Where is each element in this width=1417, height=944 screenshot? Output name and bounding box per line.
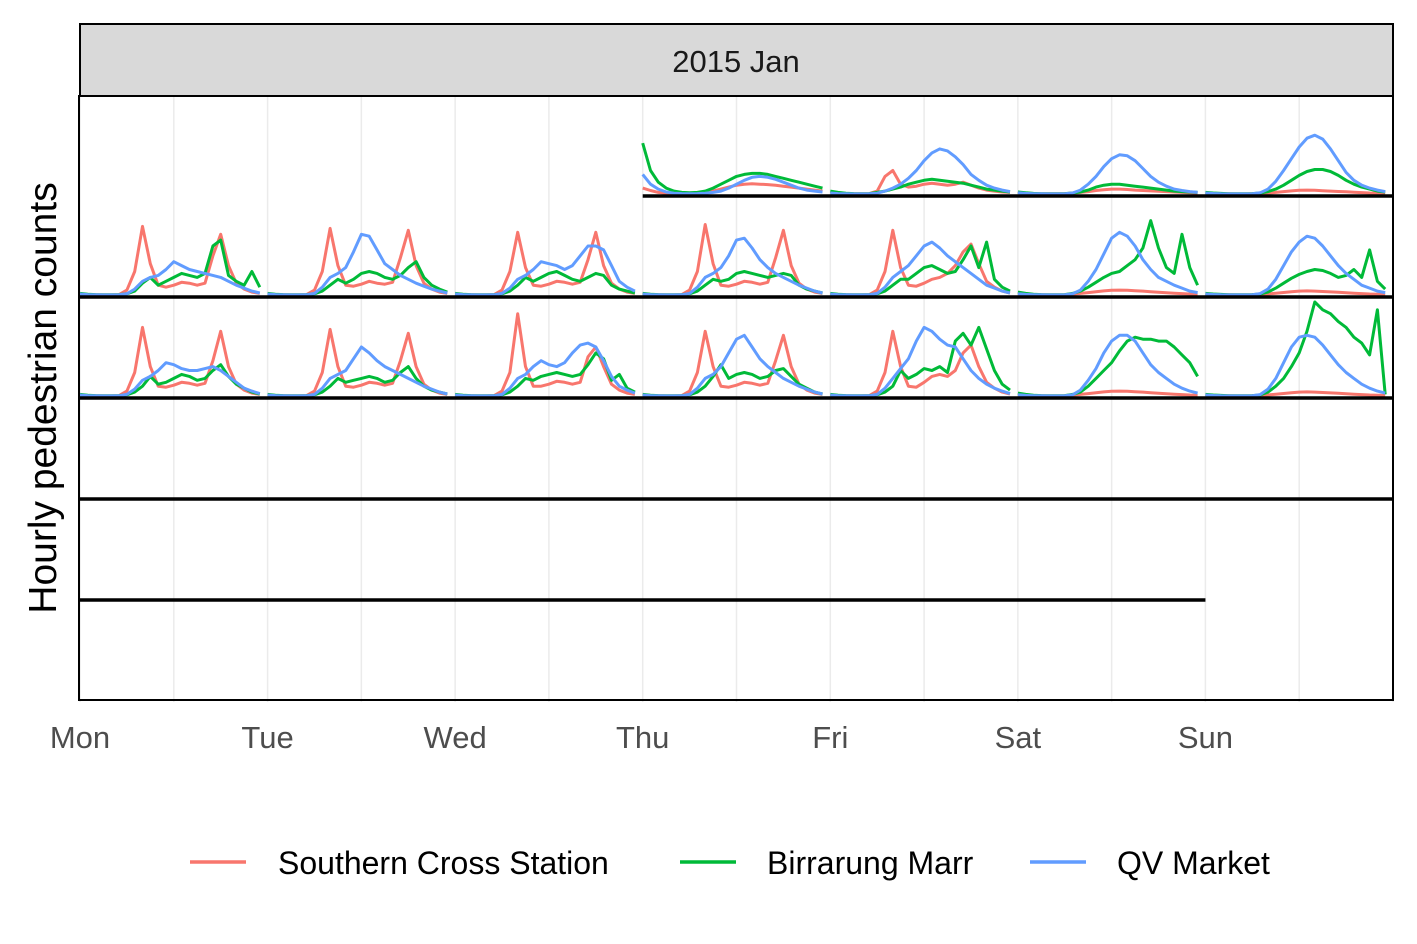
legend-label-1: Birrarung Marr: [767, 845, 974, 881]
series-line-qv-2015-01-17: [1017, 333, 1198, 398]
x-tick-label-sat: Sat: [995, 720, 1042, 755]
x-tick-label-sun: Sun: [1178, 720, 1233, 755]
y-axis-label: Hourly pedestrian counts: [22, 182, 65, 613]
x-tick-label-fri: Fri: [812, 720, 848, 755]
facet-label: 2015 Jan: [672, 44, 800, 79]
series-line-qv-2015-01-05: [79, 260, 261, 297]
series-lines: [79, 133, 1387, 398]
series-line-qv-2015-01-11: [1205, 234, 1386, 297]
series-line-qv-2015-01-12: [79, 361, 261, 398]
panel-border: [78, 95, 1394, 701]
series-line-qv-2015-01-15: [642, 333, 823, 398]
facet-strip: [79, 23, 1394, 97]
series-line-qv-2015-01-06: [267, 232, 448, 297]
x-tick-labels: Mon Tue Wed Thu Fri Sat Sun: [50, 720, 1233, 755]
series-line-qv-2015-01-01: [641, 173, 823, 196]
series-line-qv-2015-01-09: [830, 240, 1011, 297]
legend-label-2: QV Market: [1117, 845, 1270, 881]
series-line-qv-2015-01-07: [454, 244, 636, 297]
series-line-qv-2015-01-03: [1017, 153, 1198, 196]
series-line-qv-2015-01-08: [642, 236, 823, 297]
series-line-qv-2015-01-02: [830, 147, 1011, 196]
series-line-qv-2015-01-16: [830, 325, 1011, 398]
series-line-qv-2015-01-14: [454, 341, 636, 398]
legend: Southern Cross Station Birrarung Marr QV M…: [190, 845, 1270, 881]
x-tick-label-thu: Thu: [616, 720, 669, 755]
series-line-qv-2015-01-10: [1017, 230, 1198, 297]
x-tick-label-tue: Tue: [241, 720, 293, 755]
x-tick-label-mon: Mon: [50, 720, 110, 755]
series-line-qv-2015-01-13: [267, 345, 448, 398]
series-line-bm-2015-01-01: [641, 142, 823, 195]
x-tick-label-wed: Wed: [424, 720, 487, 755]
legend-label-0: Southern Cross Station: [278, 845, 609, 881]
series-line-qv-2015-01-04: [1205, 133, 1386, 196]
week-baselines: [80, 194, 1393, 602]
series-line-qv-2015-01-18: [1205, 333, 1386, 398]
